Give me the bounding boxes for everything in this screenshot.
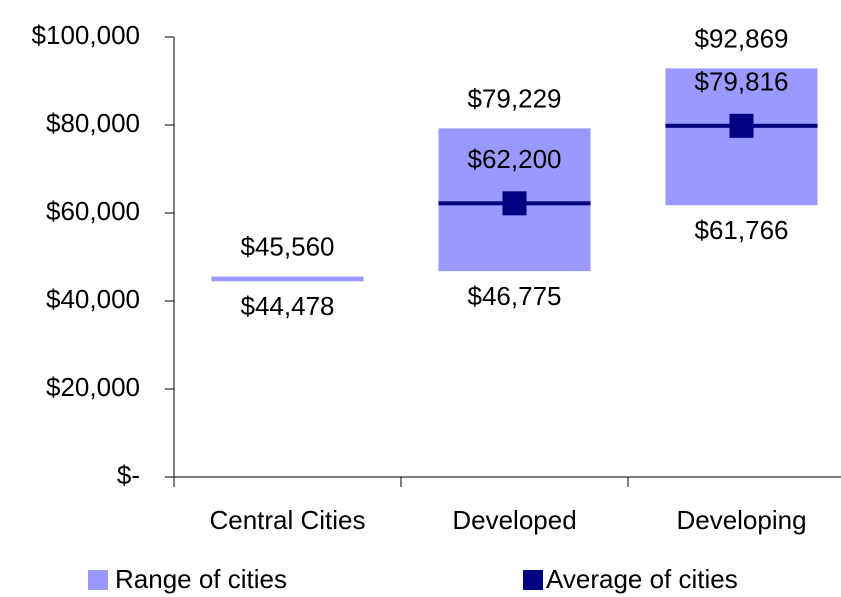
x-tick-label: Developing: [676, 505, 806, 535]
high-label: $79,229: [468, 83, 562, 113]
range-bar: [211, 276, 364, 282]
x-tick-label: Central Cities: [209, 505, 365, 535]
average-label: $79,816: [695, 67, 789, 97]
legend-swatch: [88, 570, 108, 590]
legend-label: Average of cities: [546, 564, 738, 594]
y-tick-label: $80,000: [46, 108, 140, 138]
y-tick-label: $60,000: [46, 196, 140, 226]
average-marker: [729, 113, 754, 138]
average-label: $62,200: [468, 144, 562, 174]
legend-label: Range of cities: [115, 564, 287, 594]
x-tick-label: Developed: [452, 505, 576, 535]
legend-swatch: [523, 570, 543, 590]
high-label: $45,560: [241, 231, 335, 261]
y-tick-label: $40,000: [46, 284, 140, 314]
y-tick-label: $-: [117, 460, 140, 490]
y-tick-label: $20,000: [46, 372, 140, 402]
low-label: $46,775: [468, 281, 562, 311]
y-tick-label: $100,000: [32, 20, 140, 50]
high-label: $92,869: [695, 23, 789, 53]
low-label: $44,478: [241, 291, 335, 321]
average-marker: [502, 191, 527, 216]
low-label: $61,766: [695, 215, 789, 245]
